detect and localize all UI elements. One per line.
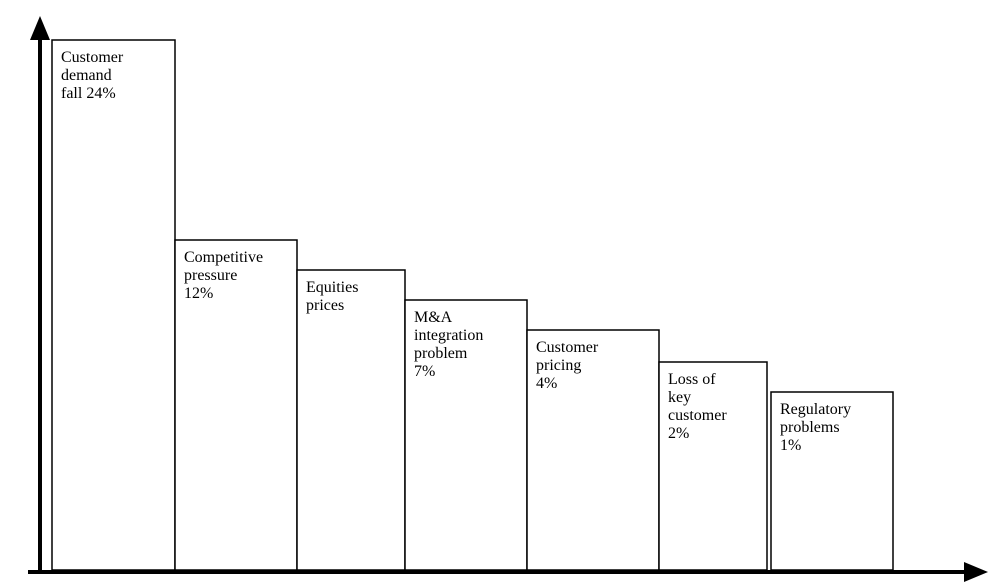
bar-label: fall 24% [61, 85, 116, 102]
bar-label: Customer [536, 339, 599, 356]
horizontal-arrowhead [964, 562, 988, 582]
bar-label: prices [306, 297, 344, 314]
bar-label: M&A [414, 309, 453, 326]
bar-label: Competitive [184, 249, 263, 266]
bar-label: Regulatory [780, 401, 851, 418]
bar-label: Customer [61, 49, 124, 66]
bar-label: customer [668, 407, 727, 424]
bar-label: pricing [536, 357, 581, 374]
bar-label: problem [414, 345, 468, 362]
bar-label: Loss of [668, 371, 716, 388]
bar-label: pressure [184, 267, 237, 284]
bar-label: key [668, 389, 691, 406]
bar-label: integration [414, 327, 483, 344]
bar-label: 1% [780, 437, 801, 454]
bar [770, 391, 894, 571]
bar [296, 269, 406, 571]
bar [51, 39, 176, 571]
bar [526, 329, 660, 571]
bar-label: 12% [184, 285, 213, 302]
vertical-arrowhead [30, 16, 50, 40]
bar [174, 239, 298, 571]
bar-label: Equities [306, 279, 358, 296]
bar-label: 7% [414, 363, 435, 380]
bar-label: 4% [536, 375, 557, 392]
bar [658, 361, 768, 571]
bar-label: problems [780, 419, 840, 436]
bar-label: 2% [668, 425, 689, 442]
bar-label: demand [61, 67, 112, 84]
bar [404, 299, 528, 571]
